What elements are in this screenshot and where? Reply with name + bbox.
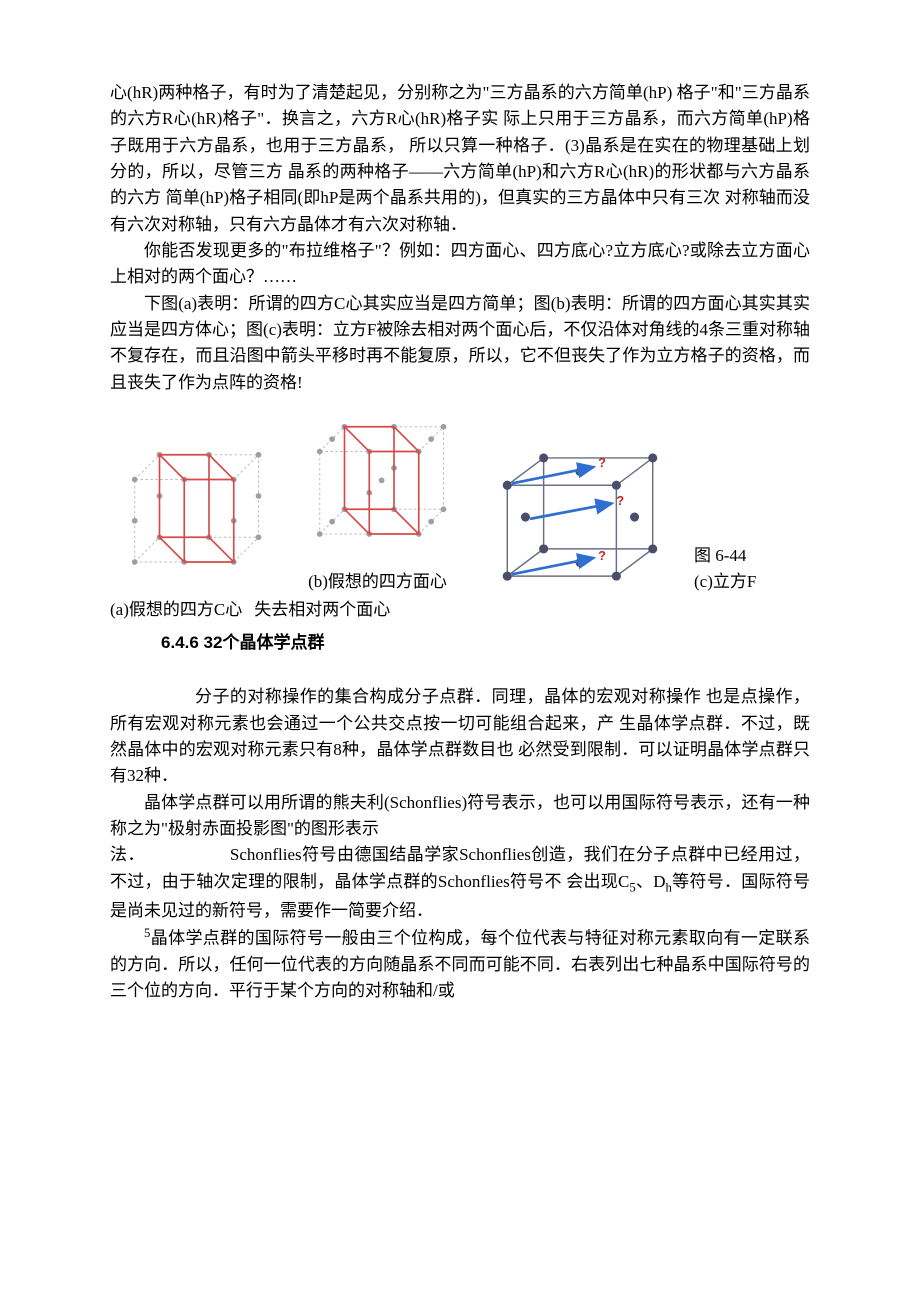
p5b-pre: 法． [110,845,145,864]
figure-b: (b)假想的四方面心 [295,402,460,595]
paragraph-5a: 晶体学点群可以用所谓的熊夫利(Schonflies)符号表示，也可以用国际符号表… [110,790,810,843]
figure-caption-right: 图 6-44 (c)立方F [694,543,756,596]
svg-text:?: ? [598,456,606,471]
figure-a-label: (a)假想的四方C心 [110,597,242,623]
svg-text:?: ? [598,548,606,563]
svg-text:?: ? [616,494,624,509]
figure-b-svg [295,402,460,567]
page: 心(hR)两种格子，有时为了清楚起见，分别称之为"三方晶系的六方简单(hP) 格… [0,0,920,1065]
section-title: 6.4.6 32个晶体学点群 [110,630,810,656]
figure-a-svg [110,430,275,595]
paragraph-6-text: 晶体学点群的国际符号一般由三个位构成，每个位代表与特征对称元素取向有一定联系的方… [110,929,810,1001]
figure-row: (b)假想的四方面心 [110,402,810,595]
paragraph-6: 5晶体学点群的国际符号一般由三个位构成，每个位代表与特征对称元素取向有一定联系的… [110,924,810,1005]
paragraph-3: 下图(a)表明：所谓的四方C心其实应当是四方简单；图(b)表明：所谓的四方面心其… [110,291,810,396]
figure-a-extra: 失去相对两个面心 [254,597,390,623]
figure-a-caption-row: (a)假想的四方C心 失去相对两个面心 [110,597,810,623]
paragraph-4-text: 分子的对称操作的集合构成分子点群．同理，晶体的宏观对称操作 也是点操作，所有宏观… [110,687,810,785]
figure-b-label: (b)假想的四方面心 [308,569,447,595]
paragraph-1: 心(hR)两种格子，有时为了清楚起见，分别称之为"三方晶系的六方简单(hP) 格… [110,80,810,238]
sub-5: 5 [629,880,635,894]
paragraph-5b: 法．Schonflies符号由德国结晶学家Schonflies创造，我们在分子点… [110,842,810,924]
figure-c-svg: ? ? ? [480,430,680,595]
figure-number: 图 6-44 [694,543,756,569]
paragraph-2: 你能否发现更多的"布拉维格子"？例如：四方面心、四方底心?立方底心?或除去立方面… [110,238,810,291]
paragraph-4: 分子的对称操作的集合构成分子点群．同理，晶体的宏观对称操作 也是点操作，所有宏观… [110,684,810,789]
figure-a [110,430,275,595]
figure-c: ? ? ? [480,430,680,595]
figure-c-label: (c)立方F [694,569,756,595]
